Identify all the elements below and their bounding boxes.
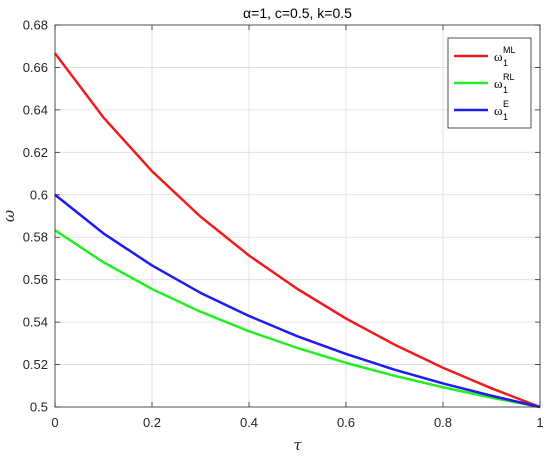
plot-frame: [54, 24, 541, 408]
legend-label: ω: [494, 76, 503, 91]
x-tick-label: 0.4: [240, 415, 258, 430]
legend-label: ω: [494, 103, 503, 118]
y-tick-label: 0.58: [23, 230, 48, 245]
y-tick-label: 0.6: [30, 187, 48, 202]
y-tick-label: 0.68: [23, 18, 48, 33]
x-tick-label: 0.2: [143, 415, 161, 430]
legend-label-superscript: ML: [503, 45, 516, 55]
y-tick-label: 0.56: [23, 272, 48, 287]
y-axis-tick-labels: 0.5 0.52 0.54 0.56 0.58 0.6 0.62 0.64 0.66 0.68: [23, 18, 48, 415]
x-axis-label: τ: [293, 436, 302, 454]
y-axis-label: ω: [0, 210, 18, 222]
y-tick-label: 0.64: [23, 102, 48, 117]
chart-title: α=1, c=0.5, k=0.5: [243, 5, 352, 21]
legend-label-subscript: 1: [503, 58, 508, 68]
legend-label-superscript: E: [503, 99, 509, 109]
legend-label-superscript: RL: [503, 72, 515, 82]
y-tick-label: 0.66: [23, 60, 48, 75]
y-tick-label: 0.62: [23, 145, 48, 160]
series-line-ml: [54, 52, 541, 409]
x-axis-tick-labels: 0 0.2 0.4 0.6 0.8 1: [51, 415, 543, 430]
x-tick-label: 0: [51, 415, 58, 430]
y-tick-label: 0.5: [30, 400, 48, 415]
x-tick-label: 1: [536, 415, 543, 430]
legend-label-subscript: 1: [503, 85, 508, 95]
legend-label: ω: [494, 49, 503, 64]
legend-label-subscript: 1: [503, 112, 508, 122]
series-line-rl: [54, 229, 541, 409]
y-tick-label: 0.54: [23, 315, 48, 330]
series-layer: [54, 52, 541, 409]
y-tick-label: 0.52: [23, 357, 48, 372]
tick-marks: [54, 24, 541, 408]
series-line-e: [54, 193, 541, 409]
x-tick-label: 0.8: [434, 415, 452, 430]
x-tick-label: 0.6: [337, 415, 355, 430]
